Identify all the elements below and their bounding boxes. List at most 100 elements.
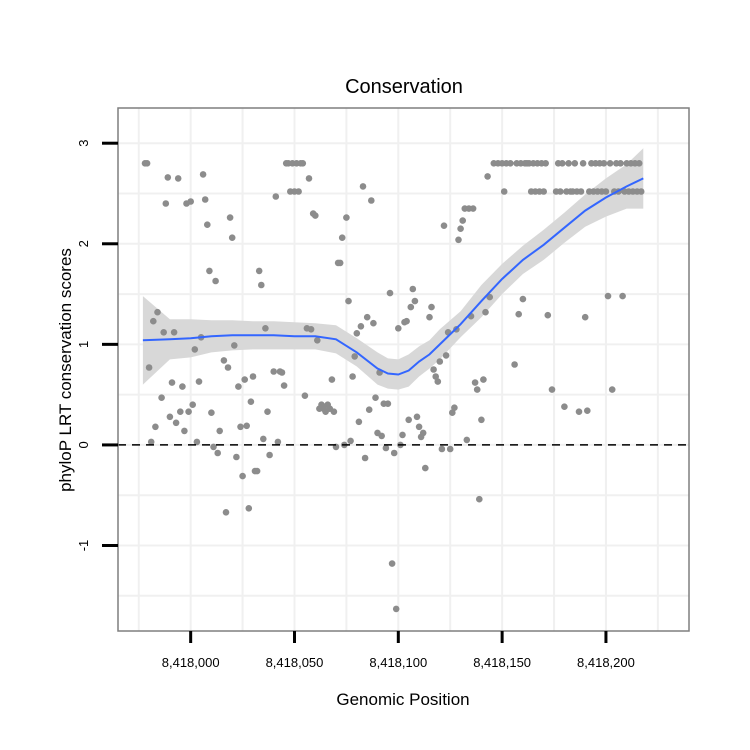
data-point [407,303,415,311]
data-point [262,325,269,332]
data-point [208,409,215,417]
data-point [449,409,456,417]
data-point [370,319,377,327]
data-point [345,297,352,305]
data-point [442,352,450,359]
data-point [305,175,313,182]
data-point [476,495,483,503]
data-point [392,605,400,613]
x-tick-label: 8,418,050 [266,655,324,670]
data-point [166,413,174,421]
data-point [237,423,244,431]
data-point [584,407,591,415]
data-point [162,200,170,207]
data-point [386,289,394,297]
data-point [436,358,444,365]
data-point [422,464,429,472]
data-point [388,560,396,567]
data-point [511,361,518,368]
data-point [519,295,527,303]
data-point [451,404,458,412]
data-point [150,317,157,325]
data-point [571,160,579,167]
data-point [604,292,612,300]
data-point [559,160,566,167]
data-point [469,205,477,212]
data-point [170,329,178,336]
data-point [368,197,375,204]
data-point [299,160,307,167]
data-point [199,171,207,178]
y-tick-label: -1 [76,540,91,552]
data-point [606,160,614,167]
data-point [338,234,346,241]
y-tick-label: 2 [76,240,91,247]
data-point [158,394,165,402]
data-point [222,509,230,516]
data-point [243,422,250,430]
data-point [174,175,182,182]
data-point [247,398,255,406]
data-point [372,394,379,402]
data-point [411,297,419,305]
data-point [212,277,219,285]
data-point [177,408,184,416]
y-axis-title: phyloP LRT conservation scores [56,248,75,492]
data-point [602,188,610,195]
data-point [384,400,392,408]
data-point [336,259,344,267]
data-point [193,438,201,446]
data-point [542,160,549,167]
data-point [619,292,626,300]
data-point [330,408,338,416]
x-tick-label: 8,418,000 [162,655,220,670]
x-tick-label: 8,418,200 [577,655,635,670]
x-tick-label: 8,418,100 [369,655,427,670]
data-point [635,160,643,167]
data-point [471,379,479,386]
data-point [600,160,608,167]
confidence-band-group [142,148,644,390]
data-point [189,401,196,409]
data-point [301,392,309,400]
data-point [432,373,440,380]
data-point [187,198,194,205]
data-point [245,505,253,512]
data-point [577,188,585,195]
y-tick-label: 3 [76,140,91,147]
data-point [210,443,217,451]
data-point [415,423,423,431]
data-point [426,313,433,321]
data-point [363,313,371,321]
data-point [264,408,271,416]
data-point [637,188,645,195]
data-point [399,431,406,439]
x-axis-title: Genomic Position [336,690,469,709]
smooth-line [142,177,644,376]
data-point [278,369,286,376]
x-axis: 8,418,000 8,418,050 8,418,100 8,418,150 8,41… [162,631,635,670]
data-point [405,416,413,424]
data-point [343,214,350,221]
data-point [255,267,263,275]
data-point [216,427,223,435]
data-point [160,329,167,336]
data-point [463,436,471,444]
data-point [608,386,616,393]
data-point [480,376,487,383]
data-point [191,346,199,353]
data-point [438,445,446,453]
data-point [413,413,421,421]
panel-border [117,107,690,632]
data-point [181,427,188,435]
chart-title: Conservation [345,76,463,98]
data-point [154,308,161,316]
data-point [544,311,552,319]
data-point [272,193,280,200]
data-point [361,454,369,462]
data-point [147,438,155,446]
data-point [266,451,273,459]
data-point [579,160,587,167]
data-point [473,386,481,393]
